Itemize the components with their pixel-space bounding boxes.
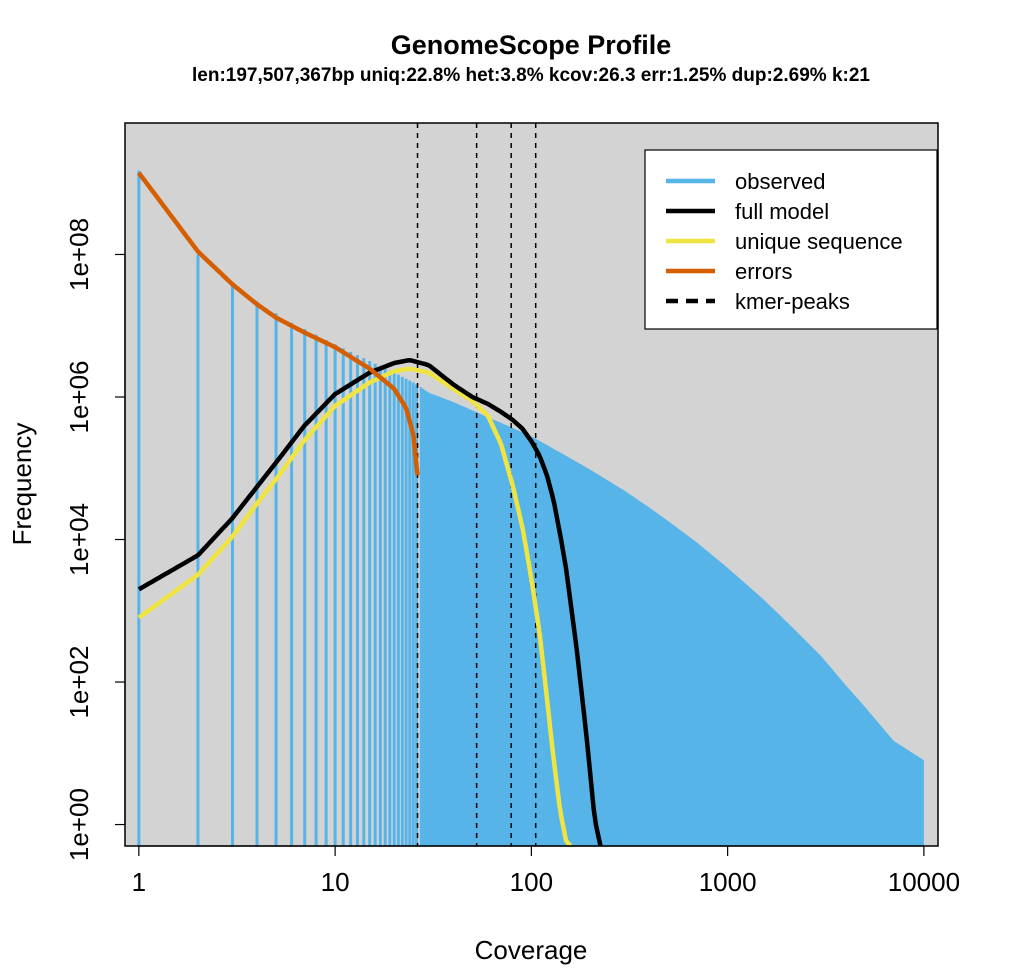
observed-series: [137, 170, 924, 846]
chart-title: GenomeScope Profile: [391, 30, 672, 60]
full-model-line: [137, 357, 603, 846]
x-axis: 1 10 100 1000 10000: [132, 845, 960, 897]
legend-label: kmer-peaks: [735, 289, 850, 314]
legend-label: observed: [735, 169, 826, 194]
legend-label: full model: [735, 199, 829, 224]
y-tick-label: 1e+00: [64, 788, 94, 861]
y-tick-label: 1e+04: [64, 503, 94, 576]
y-tick-label: 1e+08: [64, 218, 94, 291]
observed-area: [419, 386, 924, 846]
legend: observed full model unique sequence errors k…: [644, 149, 938, 330]
x-axis-title: Coverage: [475, 935, 588, 965]
unique-sequence-line: [137, 366, 573, 846]
x-tick-label: 100: [510, 867, 553, 897]
x-tick-label: 10000: [888, 867, 960, 897]
x-tick-label: 1: [132, 867, 146, 897]
y-axis: 1e+00 1e+02 1e+04 1e+06 1e+08: [64, 218, 126, 861]
y-tick-label: 1e+06: [64, 360, 94, 433]
legend-label: unique sequence: [735, 229, 903, 254]
y-axis-title: Frequency: [7, 423, 37, 546]
x-tick-label: 1000: [699, 867, 757, 897]
legend-label: errors: [735, 259, 792, 284]
model-lines: [137, 171, 603, 846]
errors-line: [137, 171, 420, 476]
chart-subtitle: len:197,507,367bp uniq:22.8% het:3.8% kc…: [192, 65, 870, 86]
y-tick-label: 1e+02: [64, 646, 94, 719]
x-tick-label: 10: [321, 867, 350, 897]
